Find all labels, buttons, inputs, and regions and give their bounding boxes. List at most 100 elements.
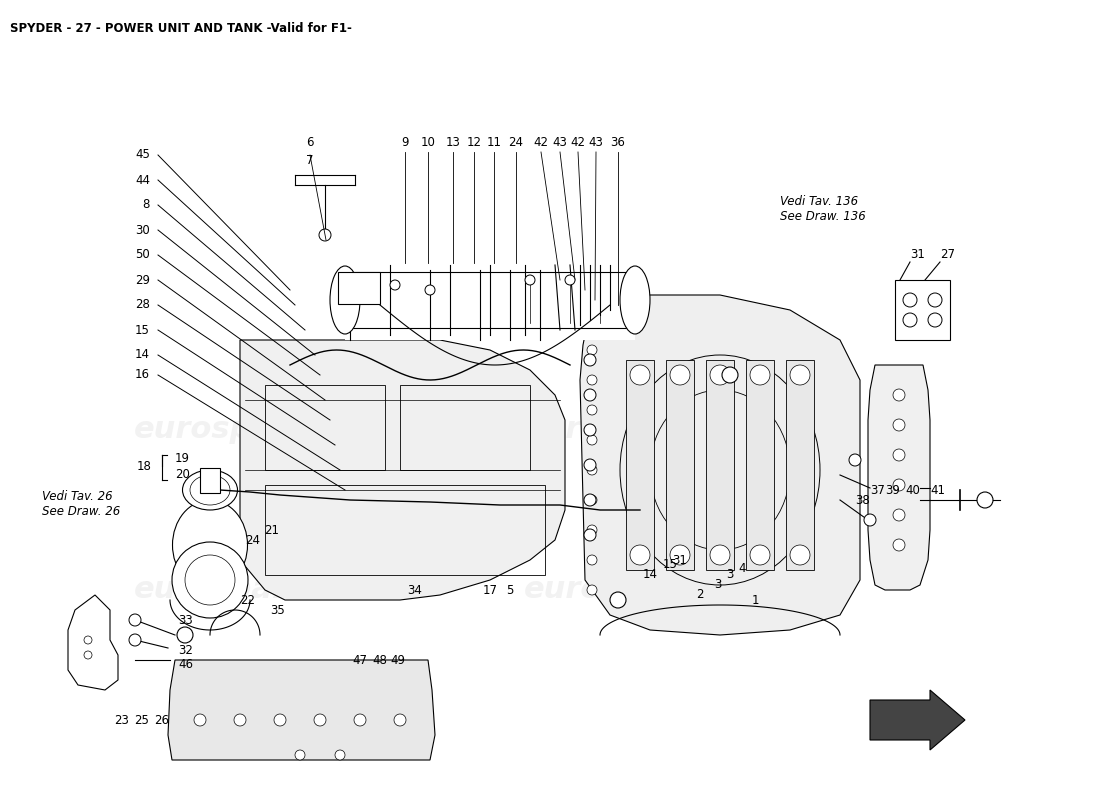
Text: 31: 31 — [910, 249, 925, 262]
Text: 10: 10 — [420, 137, 436, 150]
Text: SPYDER - 27 - POWER UNIT AND TANK -Valid for F1-: SPYDER - 27 - POWER UNIT AND TANK -Valid… — [10, 22, 352, 35]
Text: 8: 8 — [143, 198, 150, 211]
Polygon shape — [870, 690, 965, 750]
Text: eurospares: eurospares — [524, 415, 716, 445]
Circle shape — [587, 585, 597, 595]
Text: 25: 25 — [134, 714, 150, 726]
Polygon shape — [580, 295, 860, 635]
Circle shape — [903, 313, 917, 327]
Text: 30: 30 — [135, 223, 150, 237]
Text: 43: 43 — [588, 137, 604, 150]
Circle shape — [584, 529, 596, 541]
Text: 16: 16 — [135, 369, 150, 382]
Bar — [200, 468, 220, 493]
Circle shape — [584, 424, 596, 436]
Polygon shape — [868, 365, 930, 590]
Text: 4: 4 — [738, 562, 746, 574]
Text: 39: 39 — [886, 483, 900, 497]
Text: eurospares: eurospares — [133, 415, 327, 445]
Circle shape — [893, 389, 905, 401]
Text: 33: 33 — [178, 614, 192, 626]
Bar — [786, 360, 814, 570]
Text: 11: 11 — [486, 137, 502, 150]
Circle shape — [84, 636, 92, 644]
Ellipse shape — [190, 475, 230, 505]
Text: 9: 9 — [402, 137, 409, 150]
Circle shape — [750, 545, 770, 565]
Text: eurospares: eurospares — [133, 575, 327, 605]
Text: 14: 14 — [642, 569, 658, 582]
Text: 15: 15 — [135, 323, 150, 337]
Circle shape — [172, 542, 248, 618]
Bar — [746, 360, 774, 570]
Circle shape — [177, 627, 192, 643]
Circle shape — [710, 545, 730, 565]
Bar — [338, 272, 379, 304]
Text: 31: 31 — [672, 554, 688, 566]
Text: A: A — [615, 595, 620, 605]
Text: 15: 15 — [662, 558, 678, 571]
Circle shape — [893, 539, 905, 551]
Text: 12: 12 — [466, 137, 482, 150]
Bar — [706, 360, 734, 570]
Text: eurospares: eurospares — [524, 575, 716, 605]
Text: 49: 49 — [390, 654, 406, 666]
Text: 47: 47 — [352, 654, 367, 666]
Bar — [895, 280, 950, 340]
Text: 44: 44 — [135, 174, 150, 186]
Circle shape — [587, 495, 597, 505]
Text: 26: 26 — [154, 714, 169, 726]
Text: 40: 40 — [905, 483, 920, 497]
Circle shape — [425, 285, 435, 295]
Circle shape — [849, 454, 861, 466]
Circle shape — [630, 545, 650, 565]
Circle shape — [610, 592, 626, 608]
Text: 20: 20 — [175, 469, 190, 482]
Circle shape — [864, 514, 876, 526]
Text: 22: 22 — [241, 594, 255, 606]
Text: 42: 42 — [571, 137, 585, 150]
Circle shape — [84, 651, 92, 659]
Bar — [400, 385, 530, 470]
Text: 19: 19 — [175, 451, 190, 465]
Circle shape — [790, 365, 810, 385]
Circle shape — [587, 375, 597, 385]
Circle shape — [630, 365, 650, 385]
Circle shape — [893, 509, 905, 521]
Circle shape — [587, 465, 597, 475]
Text: 42: 42 — [534, 137, 549, 150]
Text: 27: 27 — [940, 249, 955, 262]
Circle shape — [584, 354, 596, 366]
Polygon shape — [168, 660, 434, 760]
Circle shape — [525, 275, 535, 285]
Circle shape — [390, 280, 400, 290]
Text: 24: 24 — [508, 137, 524, 150]
Circle shape — [903, 293, 917, 307]
Circle shape — [928, 293, 942, 307]
Text: 35: 35 — [271, 603, 285, 617]
Text: B: B — [727, 370, 733, 379]
Ellipse shape — [330, 266, 360, 334]
Polygon shape — [68, 595, 118, 690]
Text: 41: 41 — [930, 483, 945, 497]
Text: 3: 3 — [714, 578, 722, 591]
Polygon shape — [240, 340, 565, 600]
Circle shape — [129, 634, 141, 646]
Circle shape — [710, 365, 730, 385]
Text: 6: 6 — [306, 137, 313, 150]
Text: 29: 29 — [135, 274, 150, 286]
Circle shape — [274, 714, 286, 726]
Bar — [265, 485, 544, 575]
Circle shape — [977, 492, 993, 508]
Circle shape — [670, 365, 690, 385]
Text: 14: 14 — [135, 349, 150, 362]
Text: 2: 2 — [696, 589, 704, 602]
Text: 24: 24 — [245, 534, 261, 546]
Bar — [265, 385, 385, 470]
Circle shape — [893, 419, 905, 431]
Text: 23: 23 — [114, 714, 130, 726]
Text: 21: 21 — [264, 523, 279, 537]
Text: 43: 43 — [552, 137, 568, 150]
Circle shape — [722, 367, 738, 383]
Circle shape — [587, 345, 597, 355]
